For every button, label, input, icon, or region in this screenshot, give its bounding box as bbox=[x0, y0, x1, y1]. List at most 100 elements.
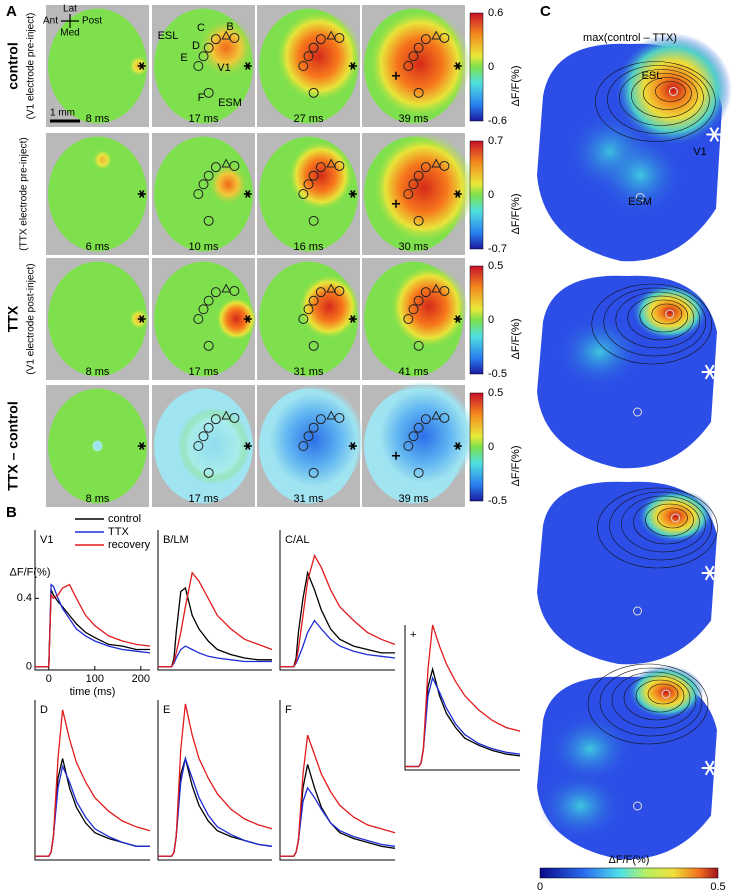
roi-marker bbox=[221, 30, 231, 40]
y-axis-label: ΔF/F(%) bbox=[10, 567, 51, 579]
roi-marker bbox=[308, 467, 319, 478]
contour-line bbox=[635, 679, 685, 713]
activity-blob bbox=[177, 407, 250, 485]
colorbar-label: 0.6 bbox=[488, 7, 503, 19]
roi-marker bbox=[408, 179, 419, 190]
asterisk bbox=[350, 62, 356, 70]
y-tick-label: 0 bbox=[26, 660, 32, 672]
axes bbox=[279, 530, 395, 671]
contour-line bbox=[609, 491, 712, 561]
row-label: TTX – control bbox=[5, 401, 21, 490]
contour-line bbox=[587, 663, 709, 745]
time-label: 8 ms bbox=[86, 113, 110, 125]
trace bbox=[280, 570, 395, 668]
roi-marker bbox=[298, 314, 309, 324]
chart-title: C/AL bbox=[285, 534, 309, 546]
time-label: 30 ms bbox=[399, 241, 429, 253]
trace bbox=[280, 734, 396, 857]
roi-marker bbox=[203, 467, 214, 478]
activity-blob bbox=[91, 439, 104, 453]
colorbar-label: -0.6 bbox=[488, 115, 507, 127]
colorbar-label: -0.5 bbox=[488, 495, 507, 507]
colorbar-label: -0.5 bbox=[488, 368, 507, 380]
time-label: 31 ms bbox=[294, 366, 324, 378]
asterisk bbox=[455, 190, 461, 198]
row-sublabel: (V1 electrode pre-inject) bbox=[26, 13, 37, 120]
activity-blob bbox=[637, 489, 714, 543]
asterisk bbox=[350, 442, 356, 450]
brain-map bbox=[48, 261, 147, 377]
contour-line bbox=[599, 667, 703, 737]
roi-marker bbox=[198, 304, 209, 315]
asterisk bbox=[245, 190, 251, 198]
area-label: V1 bbox=[217, 62, 230, 74]
axes bbox=[34, 700, 150, 861]
roi-marker bbox=[303, 179, 314, 190]
contour-line bbox=[607, 65, 710, 134]
colorbar-label: 0.7 bbox=[488, 135, 503, 147]
activity-blob bbox=[197, 16, 255, 79]
time-label: 6 ms bbox=[86, 241, 110, 253]
roi-marker bbox=[431, 283, 441, 293]
trace bbox=[405, 624, 521, 768]
activity-blob bbox=[368, 8, 472, 119]
roi-marker bbox=[308, 87, 319, 98]
colorbar-title: ΔF/F(%) bbox=[510, 66, 522, 107]
x-tick-label: 100 bbox=[86, 673, 104, 685]
asterisk bbox=[245, 315, 251, 323]
activity-blob bbox=[557, 316, 642, 388]
roi-marker bbox=[308, 340, 319, 351]
roi-marker bbox=[413, 422, 424, 433]
activity-blob bbox=[389, 265, 469, 349]
roi-marker bbox=[403, 314, 414, 324]
roi-marker bbox=[203, 87, 214, 98]
brain-map bbox=[48, 8, 147, 124]
activity-blob bbox=[215, 297, 258, 341]
roi-marker bbox=[303, 51, 314, 62]
colorbar-label: -0.7 bbox=[488, 243, 507, 255]
roi-marker bbox=[661, 689, 671, 699]
roi-marker bbox=[203, 295, 214, 306]
asterisk bbox=[455, 62, 461, 70]
legend-label: recovery bbox=[108, 539, 151, 551]
contour-line bbox=[615, 291, 701, 349]
asterisk bbox=[704, 565, 715, 581]
roi-marker bbox=[198, 431, 209, 442]
trace bbox=[280, 553, 396, 668]
roi-marker bbox=[298, 61, 309, 71]
contour-line bbox=[621, 495, 706, 553]
contour-line bbox=[651, 303, 683, 325]
axes bbox=[157, 700, 272, 861]
time-label: 31 ms bbox=[294, 493, 324, 505]
colorbar bbox=[539, 867, 719, 879]
activity-blob bbox=[614, 33, 732, 146]
panel-title: max(control – TTX) bbox=[583, 32, 677, 44]
roi-marker bbox=[308, 170, 319, 181]
contour-line bbox=[633, 499, 700, 545]
roi-marker bbox=[193, 189, 204, 199]
contour-line bbox=[611, 671, 697, 729]
colorbar bbox=[469, 265, 484, 375]
x-tick-label: 0 bbox=[46, 673, 52, 685]
chart-title: D bbox=[40, 704, 48, 716]
roi-marker bbox=[193, 441, 204, 451]
roi-marker bbox=[420, 34, 431, 45]
time-label: 27 ms bbox=[294, 113, 324, 125]
time-label: 39 ms bbox=[399, 113, 429, 125]
contour-line bbox=[595, 61, 716, 142]
roi-marker bbox=[221, 410, 231, 420]
activity-blob bbox=[631, 284, 708, 340]
roi-marker bbox=[210, 34, 221, 45]
roi-marker bbox=[413, 215, 424, 226]
colorbar-label: 0.5 bbox=[488, 260, 503, 272]
roi-marker bbox=[413, 467, 424, 478]
trace bbox=[35, 583, 151, 668]
roi-marker bbox=[668, 87, 678, 96]
roi-marker bbox=[326, 30, 336, 40]
colorbar-label: 0 bbox=[537, 881, 543, 893]
roi-marker bbox=[203, 170, 214, 181]
roi-marker bbox=[210, 162, 221, 173]
roi-marker bbox=[303, 431, 314, 442]
panel-label: B bbox=[6, 504, 17, 521]
